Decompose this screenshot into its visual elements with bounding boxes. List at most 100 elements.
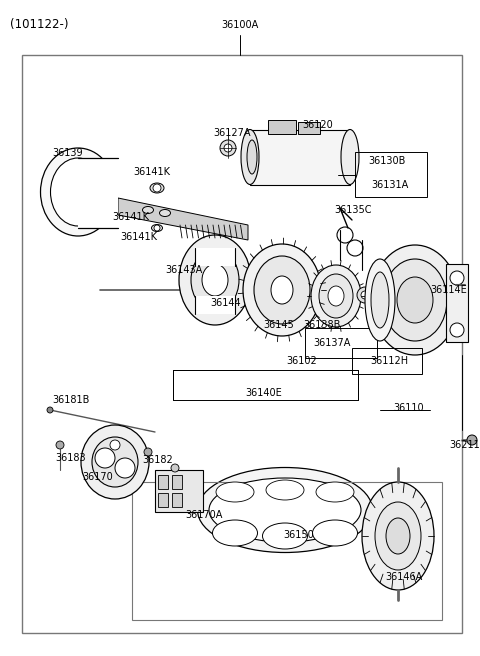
Text: 36137A: 36137A [313, 338, 350, 348]
Circle shape [224, 144, 232, 152]
Text: 36131A: 36131A [371, 180, 408, 190]
Text: 36100A: 36100A [221, 20, 259, 30]
Ellipse shape [312, 520, 358, 546]
Bar [355, 152, 427, 197]
Text: 36102: 36102 [286, 356, 317, 366]
Text: 36211: 36211 [449, 440, 480, 450]
Text: 36170A: 36170A [185, 510, 222, 520]
Circle shape [220, 140, 236, 156]
Text: 36183: 36183 [55, 453, 85, 463]
Bar [132, 482, 442, 620]
Bar [268, 120, 296, 134]
Ellipse shape [319, 274, 353, 318]
Text: (101122-): (101122-) [10, 18, 69, 31]
Ellipse shape [362, 482, 434, 590]
Ellipse shape [371, 272, 389, 328]
Text: 36182: 36182 [142, 455, 173, 465]
Circle shape [153, 184, 161, 192]
Ellipse shape [328, 286, 344, 306]
Bar [173, 370, 358, 400]
Ellipse shape [92, 437, 138, 487]
Ellipse shape [241, 129, 259, 184]
Circle shape [171, 464, 179, 472]
Ellipse shape [202, 264, 228, 296]
Ellipse shape [397, 277, 433, 323]
Ellipse shape [247, 140, 257, 174]
Circle shape [154, 225, 160, 231]
Bar [155, 470, 203, 512]
Ellipse shape [197, 468, 372, 552]
Ellipse shape [81, 425, 149, 499]
Ellipse shape [271, 276, 293, 304]
Ellipse shape [383, 259, 447, 341]
Bar [22, 55, 462, 633]
Text: 36141K: 36141K [133, 167, 170, 177]
Circle shape [467, 435, 477, 445]
Text: 36144: 36144 [210, 298, 240, 308]
Circle shape [56, 441, 64, 449]
Ellipse shape [386, 518, 410, 554]
Text: 36146A: 36146A [385, 572, 422, 582]
Text: 36145: 36145 [263, 320, 294, 330]
Bar [158, 493, 168, 507]
Circle shape [450, 271, 464, 285]
Text: 36181B: 36181B [52, 395, 89, 405]
Ellipse shape [216, 482, 254, 502]
Text: 36135C: 36135C [334, 205, 372, 215]
Ellipse shape [254, 256, 310, 324]
Bar [298, 122, 320, 134]
Text: 36112H: 36112H [370, 356, 408, 366]
Bar [172, 475, 182, 489]
Circle shape [115, 458, 135, 478]
Ellipse shape [50, 158, 106, 226]
Ellipse shape [371, 245, 459, 355]
Circle shape [361, 291, 369, 299]
Bar [446, 264, 468, 342]
Circle shape [110, 440, 120, 450]
Ellipse shape [143, 207, 154, 213]
Ellipse shape [209, 478, 361, 542]
Bar [78, 158, 118, 228]
Circle shape [390, 305, 400, 315]
Bar [305, 328, 377, 358]
Text: 36138B: 36138B [303, 320, 340, 330]
Ellipse shape [365, 259, 395, 341]
Text: 36143A: 36143A [165, 265, 202, 275]
Text: 36139: 36139 [52, 148, 83, 158]
Bar [352, 348, 422, 374]
Text: 36170: 36170 [82, 472, 113, 482]
Ellipse shape [40, 148, 116, 236]
Bar [195, 248, 235, 266]
Bar [158, 475, 168, 489]
Text: 36114E: 36114E [430, 285, 467, 295]
Text: 36127A: 36127A [213, 128, 251, 138]
Ellipse shape [159, 209, 170, 216]
Circle shape [357, 287, 373, 303]
Ellipse shape [152, 224, 163, 232]
Bar [172, 493, 182, 507]
Text: 36130B: 36130B [368, 156, 406, 166]
Ellipse shape [179, 235, 251, 325]
Ellipse shape [213, 520, 257, 546]
Text: 36120: 36120 [302, 120, 333, 130]
Ellipse shape [375, 502, 421, 570]
Circle shape [144, 448, 152, 456]
Text: 36141K: 36141K [112, 212, 149, 222]
Ellipse shape [316, 482, 354, 502]
Ellipse shape [341, 129, 359, 184]
Ellipse shape [311, 265, 361, 327]
Polygon shape [118, 198, 248, 240]
Ellipse shape [263, 523, 308, 549]
Text: 36140E: 36140E [245, 388, 282, 398]
Ellipse shape [191, 249, 239, 311]
Text: 36141K: 36141K [120, 232, 157, 242]
Ellipse shape [243, 244, 321, 336]
Text: 36150: 36150 [283, 530, 314, 540]
Ellipse shape [266, 480, 304, 500]
Bar [195, 296, 235, 314]
Ellipse shape [150, 183, 164, 193]
Circle shape [95, 448, 115, 468]
Text: 36110: 36110 [393, 403, 424, 413]
Circle shape [450, 323, 464, 337]
Circle shape [47, 407, 53, 413]
